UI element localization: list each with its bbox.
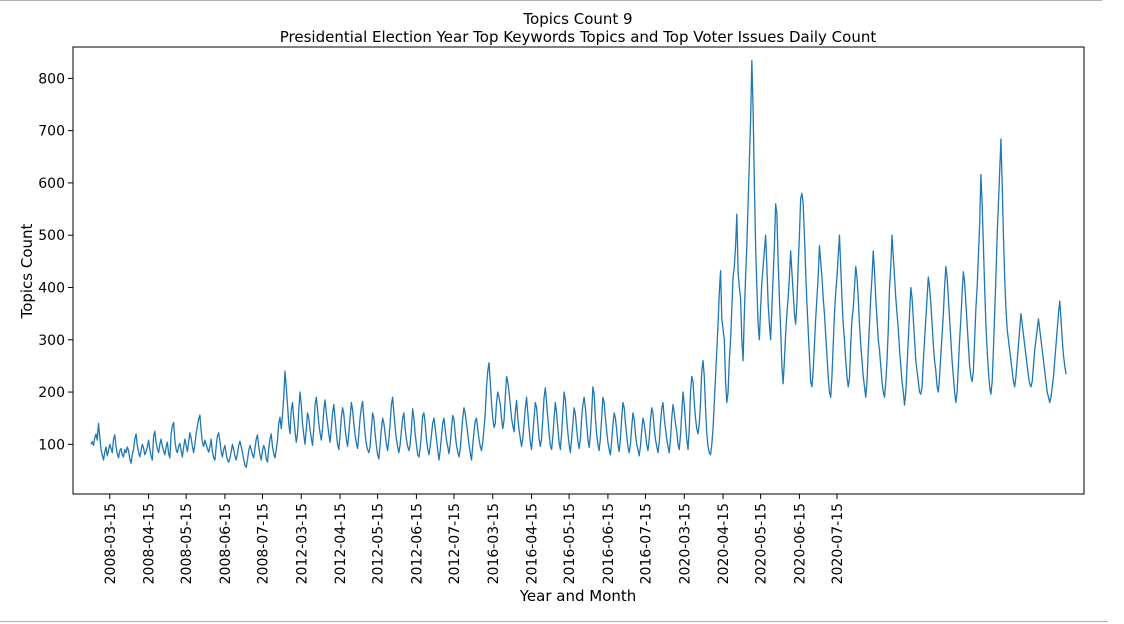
x-tick-label: 2020-03-15 bbox=[677, 503, 693, 584]
x-tick-label: 2008-05-15 bbox=[179, 503, 195, 584]
x-tick-label: 2016-05-15 bbox=[562, 503, 578, 584]
x-tick-label: 2016-06-15 bbox=[601, 503, 617, 584]
series-line bbox=[90, 59, 1067, 468]
x-tick-label: 2020-06-15 bbox=[792, 503, 808, 584]
x-tick-label: 2012-06-15 bbox=[409, 503, 425, 584]
plot-frame bbox=[72, 46, 1085, 495]
y-tick-label: 300 bbox=[38, 333, 65, 349]
plot-marks bbox=[90, 59, 1067, 468]
x-tick-label: 2008-06-15 bbox=[218, 503, 234, 584]
y-axis-ticks: 100 200 300 400 500 600 700 800 bbox=[38, 71, 73, 453]
y-tick-label: 400 bbox=[38, 280, 65, 296]
x-tick-label: 2012-04-15 bbox=[333, 503, 349, 584]
top-border-line bbox=[0, 0, 1102, 1]
x-axis-ticks: 2008-03-15 2008-04-15 2008-05-15 2008-06-15… bbox=[103, 494, 846, 584]
x-tick-label: 2016-07-15 bbox=[638, 503, 654, 584]
y-tick-label: 700 bbox=[38, 124, 65, 140]
x-tick-label: 2016-03-15 bbox=[486, 503, 502, 584]
y-tick-label: 600 bbox=[38, 176, 65, 192]
chart-subtitle: Presidential Election Year Top Keywords … bbox=[280, 28, 877, 46]
x-tick-label: 2008-03-15 bbox=[103, 503, 119, 584]
x-tick-label: 2012-03-15 bbox=[294, 503, 310, 584]
x-tick-label: 2020-05-15 bbox=[754, 503, 770, 584]
y-tick-label: 500 bbox=[38, 228, 65, 244]
x-tick-label: 2020-04-15 bbox=[716, 503, 732, 584]
x-tick-label: 2012-07-15 bbox=[447, 503, 463, 584]
x-tick-label: 2012-05-15 bbox=[371, 503, 387, 584]
x-tick-label: 2016-04-15 bbox=[525, 503, 541, 584]
chart-title: Topics Count 9 bbox=[522, 10, 632, 28]
y-tick-label: 100 bbox=[38, 437, 65, 453]
x-tick-label: 2020-07-15 bbox=[830, 503, 846, 584]
bottom-border-line bbox=[0, 621, 1108, 622]
y-tick-label: 800 bbox=[38, 71, 65, 87]
x-axis-label: Year and Month bbox=[519, 587, 637, 605]
y-tick-label: 200 bbox=[38, 385, 65, 401]
x-tick-label: 2008-07-15 bbox=[255, 503, 271, 584]
y-axis-label: Topics Count bbox=[18, 223, 36, 319]
x-tick-label: 2008-04-15 bbox=[142, 503, 158, 584]
